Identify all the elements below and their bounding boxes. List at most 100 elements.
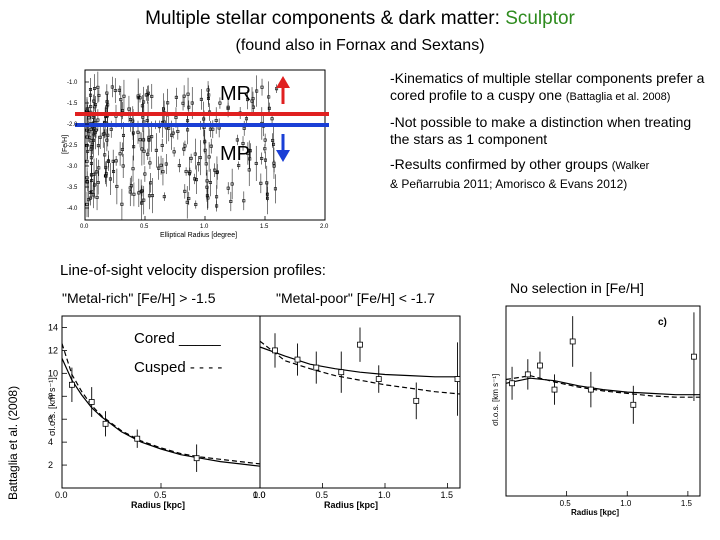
metallicity-point	[187, 197, 191, 201]
metallicity-point	[142, 198, 146, 202]
metallicity-point	[90, 190, 94, 194]
no-selection-label: No selection in [Fe/H]	[510, 280, 644, 296]
metallicity-point	[199, 97, 203, 101]
slide-title: Multiple stellar components & dark matte…	[0, 8, 720, 30]
metallicity-point	[162, 195, 166, 199]
bullet-item: -Not possible to make a distinction when…	[390, 114, 710, 148]
metallicity-x-tick-label: 1.5	[260, 224, 269, 230]
metallicity-point	[237, 164, 241, 168]
panel-a-data-point	[102, 420, 109, 427]
metallicity-point	[229, 199, 233, 203]
panel-a-data-point	[88, 399, 95, 405]
metallicity-point	[89, 127, 93, 131]
metallicity-point	[205, 194, 209, 198]
panel-c-ylabel: σl.o.s. [km s⁻¹]	[491, 374, 500, 426]
metallicity-point	[96, 118, 100, 122]
metallicity-point	[85, 202, 89, 206]
metallicity-point	[149, 181, 153, 185]
metallicity-point	[138, 138, 142, 142]
panel-a-data-point	[69, 381, 75, 388]
metallicity-point	[214, 118, 218, 122]
metallicity-point	[131, 119, 135, 123]
metallicity-point	[89, 139, 93, 143]
metallicity-point	[164, 162, 168, 166]
slide-title-accent: Sculptor	[505, 8, 575, 29]
metallicity-point	[189, 156, 193, 160]
metallicity-point	[86, 149, 90, 153]
metallicity-point	[203, 148, 207, 152]
panel-a-y-tick-label: 10	[48, 368, 58, 378]
panel-ab-ticks: 2 4 6 8 10 12 14 0.0 0.0 0.5 0.5 1.0 1.0 1.5	[48, 322, 453, 500]
panel-a-plot	[61, 343, 261, 472]
metallicity-y-tick-label: -2.5	[67, 143, 78, 149]
metallicity-point	[215, 204, 219, 208]
mp-label: MP	[220, 143, 250, 165]
panel-c-data-point	[630, 401, 637, 408]
bullet-item: -Results confirmed by other groups (Walk…	[390, 156, 710, 193]
panel-b-data-point	[413, 397, 420, 404]
arrow-down-icon	[276, 134, 290, 162]
panel-c-x-tick-label: 1.5	[681, 499, 693, 508]
metallicity-point	[202, 117, 206, 121]
metallicity-point	[136, 94, 140, 98]
metallicity-point	[241, 141, 245, 145]
metallicity-point	[215, 171, 219, 175]
metallicity-point	[254, 161, 258, 165]
metallicity-point	[194, 178, 198, 182]
metallicity-point	[208, 181, 212, 185]
metallicity-point	[148, 161, 152, 165]
metallicity-xlabel: Elliptical Radius [degree]	[160, 232, 237, 239]
panel-a-y-tick-label: 2	[48, 460, 53, 470]
side-credit: Battaglia et al. (2008)	[6, 385, 20, 500]
slide-subtitle: (found also in Fornax and Sextans)	[235, 37, 485, 54]
panel-a-x-tick-label: 1.0	[253, 490, 266, 500]
metallicity-point	[272, 164, 276, 168]
metallicity-point	[85, 180, 89, 184]
metallicity-point	[246, 152, 250, 156]
panel-c-x-tick-label: 0.5	[560, 499, 572, 508]
panel-c-cored-line	[505, 377, 700, 396]
metallicity-point	[273, 187, 277, 191]
panel-a-y-tick-label: 12	[48, 345, 58, 355]
metallicity-point	[136, 130, 140, 134]
metallicity-point	[271, 138, 275, 142]
metallicity-point	[120, 148, 124, 152]
metallicity-point	[143, 172, 147, 176]
panel-b-x-tick-label: 0.0	[253, 490, 266, 500]
panel-c-cusped-line	[505, 375, 700, 398]
metallicity-point	[109, 127, 113, 131]
metallicity-point	[248, 149, 252, 153]
metallicity-point	[95, 195, 99, 199]
metallicity-point	[95, 170, 99, 174]
metallicity-point	[218, 101, 222, 105]
metallicity-y-tick-label: -1.5	[67, 101, 78, 107]
metallicity-point	[140, 201, 144, 205]
panel-a-cored-line	[61, 358, 261, 467]
panel-c-data-point	[551, 386, 558, 393]
metallicity-point	[193, 177, 197, 181]
metallicity-point	[150, 194, 154, 198]
metallicity-point	[127, 107, 131, 111]
metallicity-point	[150, 94, 154, 98]
metallicity-y-tick-label: -3.0	[67, 164, 78, 170]
panel-b-data-point	[272, 347, 278, 354]
metallicity-point	[265, 181, 269, 185]
metallicity-point	[87, 129, 91, 133]
dispersion-panel-c: 0.5 1.0 1.5 c) σl.o.s. [km s⁻¹] Radius [kp…	[491, 305, 701, 517]
metallicity-point	[174, 116, 178, 120]
metallicity-point	[183, 189, 187, 193]
metallicity-point	[115, 184, 119, 188]
panel-b-cored-line	[259, 346, 460, 378]
metallicity-point	[166, 101, 170, 105]
bullet-text: -Not possible to make a distinction when…	[390, 114, 692, 147]
metallicity-point	[160, 143, 164, 147]
metallicity-point	[132, 192, 136, 196]
metallicity-point	[119, 98, 123, 102]
panel-b-x-tick-label: 1.0	[378, 490, 391, 500]
panel-b-cusped-line	[259, 340, 461, 395]
metallicity-point	[244, 117, 248, 121]
metallicity-point	[187, 172, 191, 176]
panel-c-data-point	[537, 362, 543, 369]
panel-a-y-tick-label: 4	[48, 437, 53, 447]
metallicity-point	[114, 159, 118, 163]
